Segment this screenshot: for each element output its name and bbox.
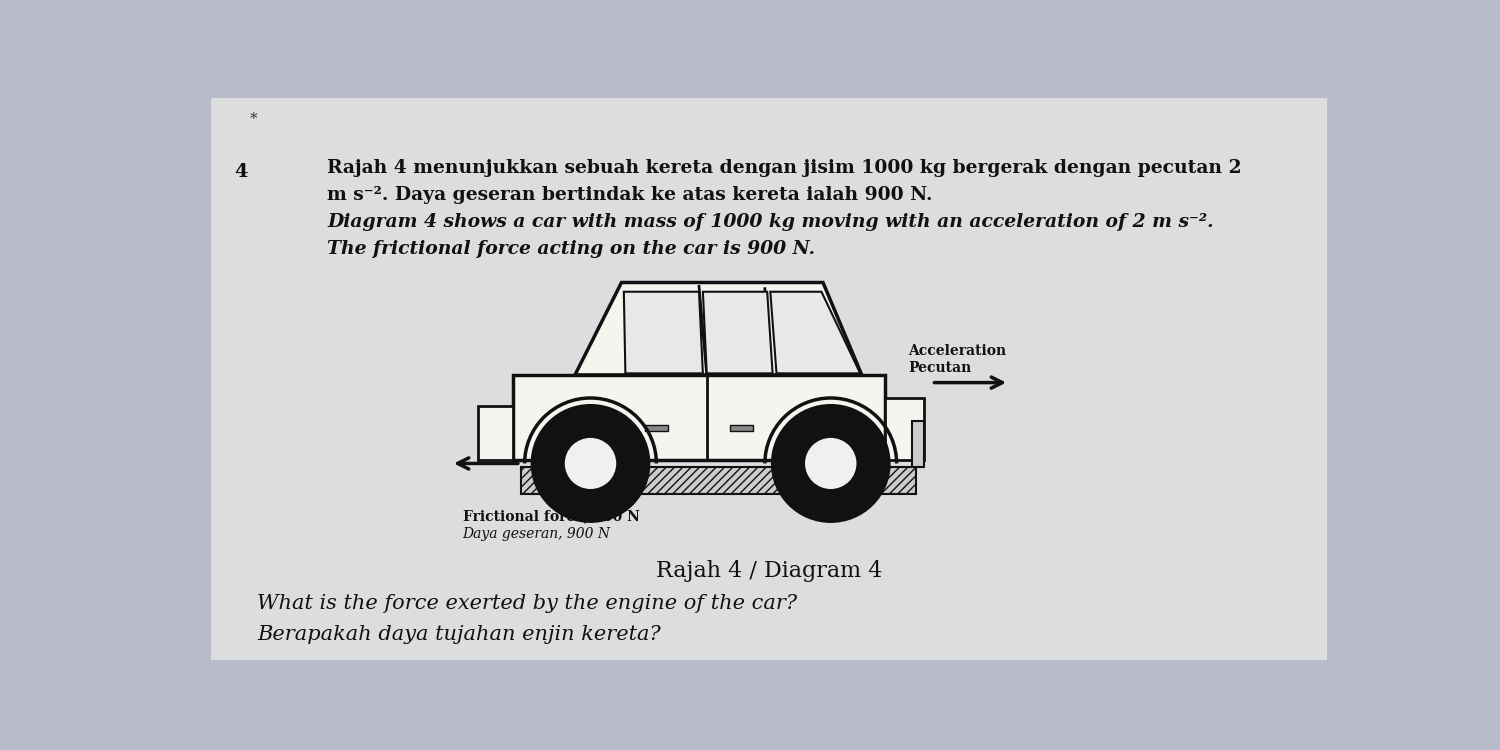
Text: The frictional force acting on the car is 900 N.: The frictional force acting on the car i…: [327, 240, 815, 258]
Text: Diagram 4 shows a car with mass of 1000 kg moving with an acceleration of 2 m s⁻: Diagram 4 shows a car with mass of 1000 …: [327, 213, 1214, 231]
Polygon shape: [771, 292, 859, 374]
Circle shape: [772, 406, 890, 521]
Text: What is the force exerted by the engine of the car?: What is the force exerted by the engine …: [258, 594, 798, 613]
Circle shape: [564, 436, 618, 490]
Text: Berapakah daya tujahan enjin kereta?: Berapakah daya tujahan enjin kereta?: [258, 626, 662, 644]
Bar: [520, 467, 916, 494]
Bar: [645, 425, 668, 431]
Polygon shape: [624, 292, 704, 374]
Polygon shape: [704, 292, 772, 374]
Text: 4: 4: [234, 164, 248, 182]
Bar: [478, 406, 513, 460]
Bar: [912, 421, 924, 467]
Text: Rajah 4 menunjukkan sebuah kereta dengan jisim 1000 kg bergerak dengan pecutan 2: Rajah 4 menunjukkan sebuah kereta dengan…: [327, 159, 1242, 177]
Text: m s⁻². Daya geseran bertindak ke atas kereta ialah 900 N.: m s⁻². Daya geseran bertindak ke atas ke…: [327, 186, 933, 204]
Bar: [730, 425, 753, 431]
Text: *: *: [249, 112, 256, 125]
Bar: [885, 398, 924, 460]
Text: Daya geseran, 900 N: Daya geseran, 900 N: [462, 527, 610, 542]
Text: Rajah 4 / Diagram 4: Rajah 4 / Diagram 4: [656, 560, 882, 582]
Bar: [513, 375, 885, 460]
Text: Acceleration: Acceleration: [908, 344, 1007, 358]
Polygon shape: [574, 283, 861, 375]
Circle shape: [804, 436, 858, 490]
Text: Frictional force, 900 N: Frictional force, 900 N: [462, 510, 639, 524]
Text: Pecutan: Pecutan: [908, 361, 972, 375]
Circle shape: [532, 406, 648, 521]
